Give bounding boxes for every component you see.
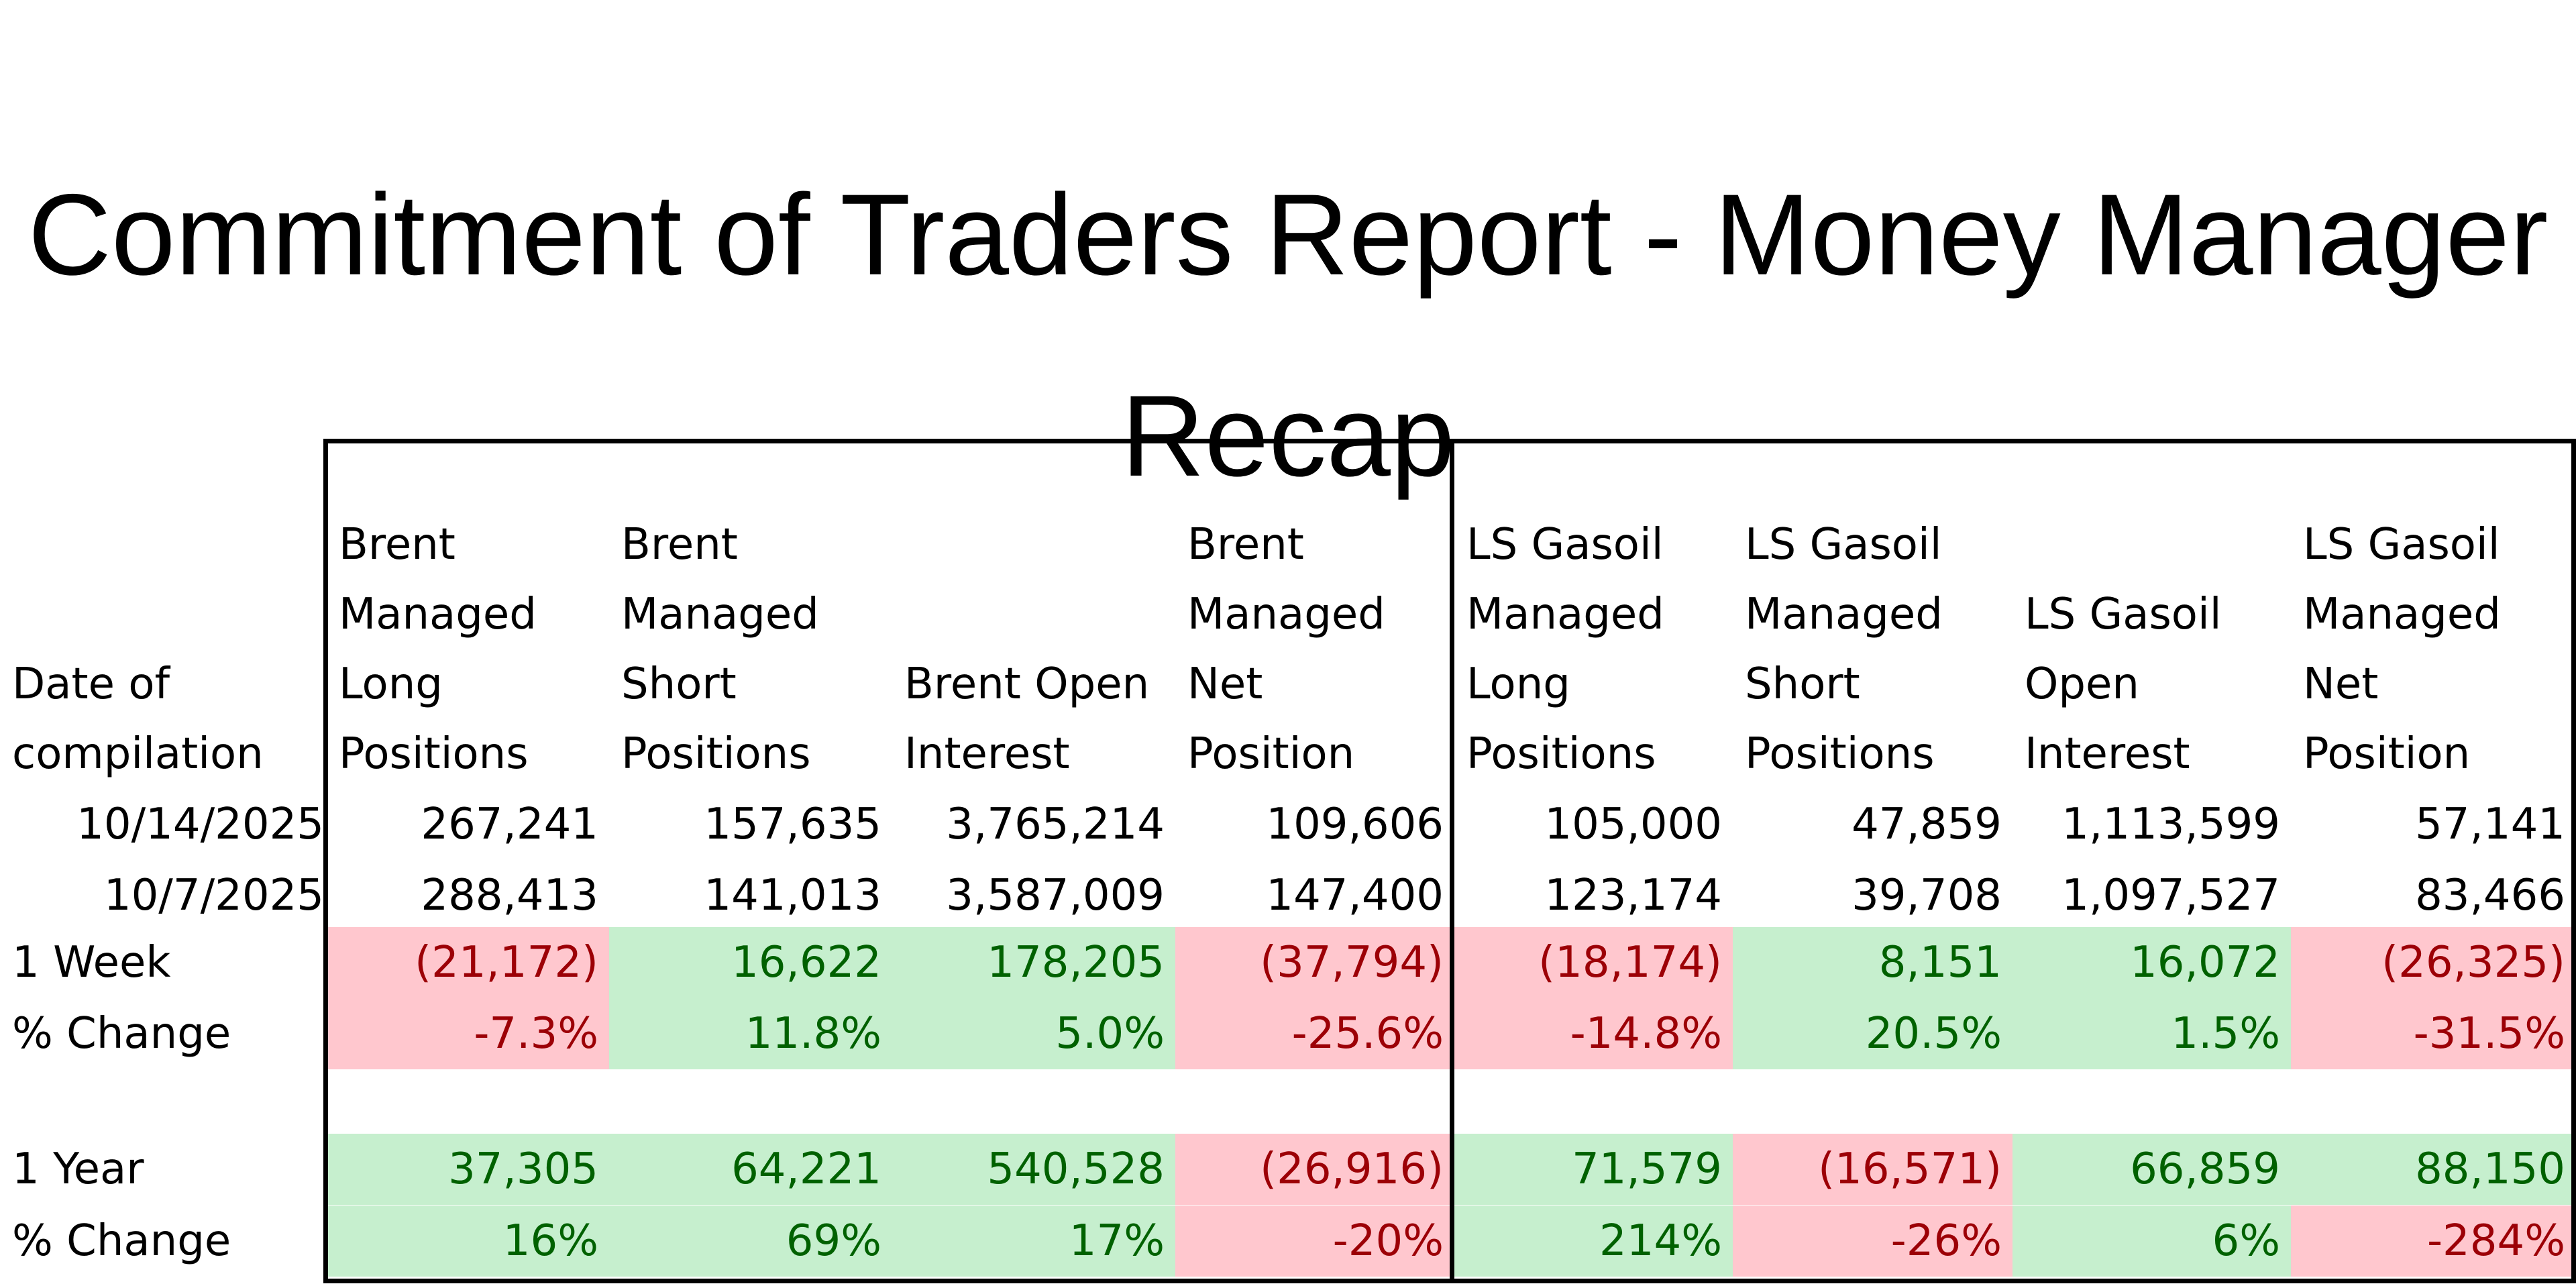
row-1week-pct-value: 1.5% [2012, 998, 2291, 1069]
gasoil-section-border [1450, 439, 2576, 1283]
row-previous-label: 10/7/2025 [103, 871, 324, 920]
row-previous-value: 83,466 [2415, 871, 2565, 920]
column-header: Brent Managed Short Positions [621, 520, 819, 779]
row-current-value: 157,635 [704, 800, 881, 849]
row-1year-pct-value: 6% [2012, 1205, 2291, 1277]
row-previous-value: 1,097,527 [2061, 871, 2280, 920]
column-header: LS Gasoil Open Interest [2025, 590, 2222, 779]
column-header: Brent Open Interest [904, 659, 1150, 779]
row-current-value: 105,000 [1544, 800, 1722, 849]
column-header: LS Gasoil Managed Long Positions [1466, 520, 1664, 779]
row-1week-change-value: 8,151 [1733, 927, 2012, 998]
row-1year-change-value: 66,859 [2012, 1134, 2291, 1205]
row-1week-pct-label: % Change [12, 1009, 231, 1059]
row-1year-pct-label: % Change [12, 1216, 231, 1266]
row-1year-change-value: 37,305 [327, 1134, 609, 1205]
row-1year-pct-value: 214% [1454, 1205, 1733, 1277]
column-header: Brent Managed Long Positions [339, 520, 537, 779]
row-1week-change-value: (37,794) [1175, 927, 1454, 998]
row-1week-pct-value: -25.6% [1175, 998, 1454, 1069]
row-1year-pct-value: 69% [609, 1205, 892, 1277]
row-1week-change-value: 178,205 [892, 927, 1175, 998]
row-current-value: 109,606 [1266, 800, 1444, 849]
row-1year-change-value: (16,571) [1733, 1134, 2012, 1205]
row-1week-change-value: (21,172) [327, 927, 609, 998]
row-previous-value: 3,587,009 [946, 871, 1165, 920]
row-1week-pct-value: -7.3% [327, 998, 609, 1069]
row-1week-pct-value: 11.8% [609, 998, 892, 1069]
row-1week-pct-value: 5.0% [892, 998, 1175, 1069]
row-previous-value: 39,708 [1851, 871, 2002, 920]
row-1year-change-value: 71,579 [1454, 1134, 1733, 1205]
row-1year-pct-value: 16% [327, 1205, 609, 1277]
row-1year-pct-value: -20% [1175, 1205, 1454, 1277]
row-1week-pct-value: -14.8% [1454, 998, 1733, 1069]
row-current-value: 267,241 [421, 800, 598, 849]
row-1year-change-label: 1 Year [12, 1144, 144, 1194]
row-previous-value: 147,400 [1266, 871, 1444, 920]
row-current-value: 3,765,214 [946, 800, 1165, 849]
row-1week-change-label: 1 Week [12, 938, 171, 987]
row-1year-change-value: 64,221 [609, 1134, 892, 1205]
row-1year-change-value: 540,528 [892, 1134, 1175, 1205]
report-title: Commitment of Traders Report - Money Man… [28, 170, 2548, 500]
row-1week-change-value: 16,622 [609, 927, 892, 998]
row-current-label: 10/14/2025 [76, 800, 324, 849]
column-header: Date of compilation [12, 659, 264, 779]
column-header: Brent Managed Net Position [1187, 520, 1385, 779]
row-1year-pct-value: -26% [1733, 1205, 2012, 1277]
row-1year-pct-value: 17% [892, 1205, 1175, 1277]
row-current-value: 1,113,599 [2061, 800, 2280, 849]
row-previous-value: 123,174 [1544, 871, 1722, 920]
row-1week-change-value: 16,072 [2012, 927, 2291, 998]
row-1year-change-value: 88,150 [2291, 1134, 2576, 1205]
row-1year-pct-value: -284% [2291, 1205, 2576, 1277]
row-current-value: 47,859 [1851, 800, 2002, 849]
row-1week-pct-value: -31.5% [2291, 998, 2576, 1069]
row-1week-pct-value: 20.5% [1733, 998, 2012, 1069]
row-1year-change-value: (26,916) [1175, 1134, 1454, 1205]
column-header: LS Gasoil Managed Net Position [2303, 520, 2501, 779]
brent-section-border [323, 439, 1454, 1283]
row-1week-change-value: (18,174) [1454, 927, 1733, 998]
column-header: LS Gasoil Managed Short Positions [1745, 520, 1943, 779]
row-previous-value: 141,013 [704, 871, 881, 920]
row-previous-value: 288,413 [421, 871, 598, 920]
row-current-value: 57,141 [2415, 800, 2565, 849]
row-1week-change-value: (26,325) [2291, 927, 2576, 998]
